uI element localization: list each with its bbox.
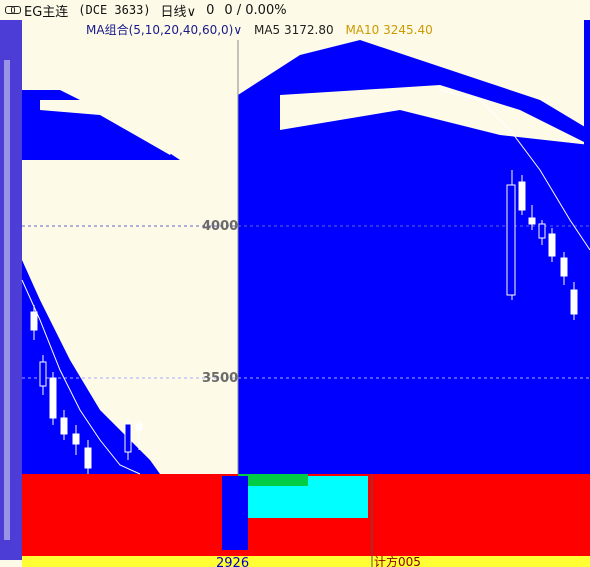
candle (60, 410, 68, 440)
right-edge-strip (584, 20, 590, 560)
candle (72, 425, 80, 455)
price-label-4000: 4000 (202, 219, 238, 234)
blue-overlay-main (238, 145, 590, 475)
yellow-band (22, 556, 590, 567)
candle (548, 228, 556, 262)
low-price-label: 2926 (216, 556, 249, 567)
white-stripe-left (40, 100, 180, 155)
blue-overlay-lower (222, 476, 248, 550)
candle (84, 440, 92, 474)
candle (506, 170, 516, 300)
candle (135, 420, 143, 450)
candle (518, 175, 526, 215)
price-label-3500: 3500 (202, 371, 238, 386)
candles (30, 170, 578, 474)
symbol-code: (DCE 3633) (78, 3, 151, 17)
candle (30, 305, 38, 340)
blue-overlay-left (22, 260, 160, 474)
period-selector[interactable]: 日线∨ (160, 4, 197, 20)
chevron-down-icon: ∨ (233, 23, 243, 37)
symbol-name[interactable]: EG主连 (24, 4, 69, 20)
change-percent: 0 / 0.00% (224, 2, 287, 18)
chevron-down-icon: ∨ (186, 4, 197, 20)
link-icon[interactable] (5, 5, 21, 15)
candle (570, 282, 578, 320)
candle (49, 372, 57, 425)
ma-group-selector[interactable]: MA组合(5,10,20,40,60,0)∨ (86, 23, 243, 37)
ma10-value: MA10 3245.40 (345, 23, 433, 37)
change-value: 0 (206, 2, 215, 18)
candle (538, 220, 546, 245)
green-overlay (238, 474, 308, 486)
left-edge-strip (0, 20, 22, 560)
candle (124, 418, 132, 460)
white-stripe-top (280, 85, 590, 145)
ma5-value: MA5 3172.80 (253, 23, 334, 37)
candle (528, 205, 536, 230)
ma-line-right (439, 89, 590, 251)
chart-header: EG主连 (DCE 3633) 日线∨ 0 0 / 0.00% (0, 0, 590, 20)
ma-indicator-line: MA组合(5,10,20,40,60,0)∨ MA5 3172.80 MA10 … (86, 21, 433, 37)
note-label: 计方005 (374, 554, 421, 567)
left-edge-strip-light (4, 60, 10, 540)
ma-line-left (21, 279, 141, 475)
candle (560, 252, 568, 285)
candle (39, 355, 47, 395)
